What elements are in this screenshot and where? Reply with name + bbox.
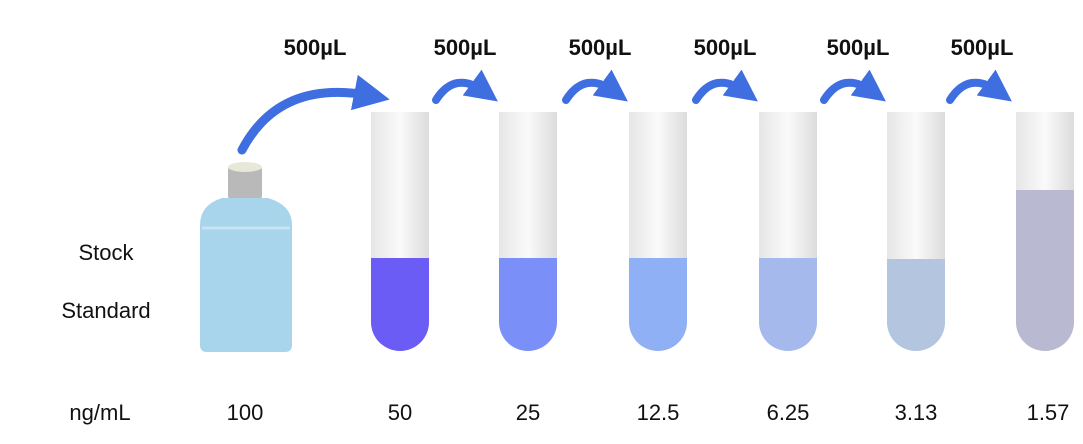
transfer-label: 500µL [569,35,632,60]
concentration: 25 [516,400,540,425]
stock-bottle [200,162,292,352]
concentration: 12.5 [637,400,680,425]
transfer-label: 500µL [434,35,497,60]
transfer-label: 500µL [951,35,1014,60]
transfer-label: 500µL [827,35,890,60]
concentration: 1.57 [1027,400,1070,425]
concentration: 50 [388,400,412,425]
tubes [371,112,1074,351]
concentration: 3.13 [895,400,938,425]
stock-label: Stock [78,240,134,265]
transfer-label: 500µL [284,35,347,60]
unit-label: ng/mL [69,400,130,425]
transfer-label: 500µL [694,35,757,60]
stock-label: Standard [61,298,150,323]
concentration: 6.25 [767,400,810,425]
arrows [237,69,1012,155]
concentration: 100 [227,400,264,425]
